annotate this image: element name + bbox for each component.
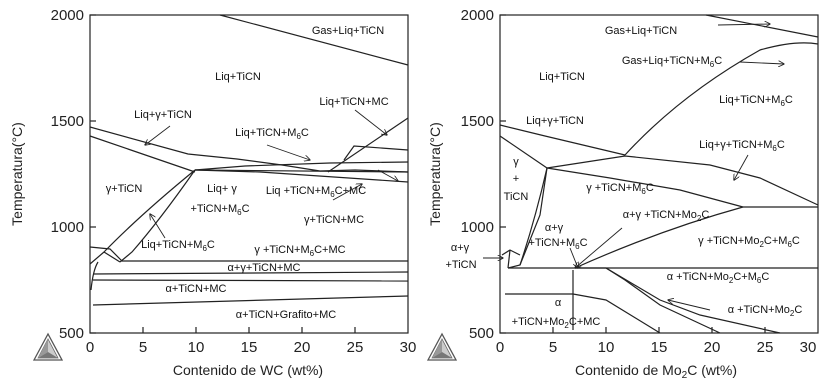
- region-label: α +TiCN+Mo2C+M6C: [667, 271, 770, 285]
- x-tick-label: 5: [549, 339, 557, 356]
- region-label: Gas+Liq+TiCN: [605, 25, 677, 37]
- plot-frame-left: [89, 14, 409, 334]
- region-label: Liq+γ+TiCN: [526, 115, 584, 127]
- region-label: γ +TiCN+Mo2C+M6C: [698, 235, 800, 249]
- y-tick-label: 2000: [51, 7, 84, 24]
- region-label: +TiCN+M6C: [528, 237, 587, 251]
- region-label: Liq+γ+TiCN+M6C: [699, 139, 785, 153]
- x-ticks-right: 0 5 10 15 20 25 30: [496, 327, 817, 356]
- region-label: Liq+ γ: [207, 183, 237, 195]
- region-label: +TiCN+M6C: [190, 203, 249, 217]
- y-ticks-right: 2000 1500 1000 500: [461, 7, 506, 342]
- y-axis-label-left: Temperatura(°C): [9, 122, 25, 226]
- region-label: Liq+TiCN: [215, 71, 261, 83]
- y-tick-label: 1500: [51, 113, 84, 130]
- y-ticks-left: 2000 1500 1000 500: [51, 7, 96, 342]
- x-tick-label: 15: [651, 339, 668, 356]
- thermocalc-logo-icon: [426, 332, 458, 361]
- region-label: Liq+TiCN+M6C: [235, 127, 309, 141]
- region-label: Liq+TiCN+MC: [319, 96, 388, 108]
- diagram-wc: 2000 1500 1000 500 0 5 10 15 20 25 30 Co…: [9, 7, 416, 378]
- x-tick-label: 10: [598, 339, 615, 356]
- region-label: Liq+TiCN+M6C: [141, 239, 215, 253]
- region-label: Gas+Liq+TiCN+M6C: [622, 55, 722, 69]
- region-label: Liq+TiCN: [539, 71, 585, 83]
- x-ticks-left: 0 5 10 15 20 25 30: [86, 327, 417, 356]
- y-tick-label: 1000: [51, 219, 84, 236]
- y-tick-label: 500: [59, 325, 84, 342]
- y-tick-label: 1000: [461, 219, 494, 236]
- region-label: α+γ +TiCN+Mo2C: [623, 209, 710, 223]
- x-tick-label: 0: [86, 339, 94, 356]
- region-label: γ +TiCN+M6C: [586, 182, 654, 196]
- diagram-mo2c: 2000 1500 1000 500 0 5 10 15 20 25 30 Co…: [426, 7, 819, 381]
- region-label: α+γ: [451, 242, 470, 254]
- y-tick-label: 1500: [461, 113, 494, 130]
- arrows-left: [145, 109, 398, 239]
- x-tick-label: 20: [704, 339, 721, 356]
- region-label: α+γ+TiCN+MC: [228, 262, 301, 274]
- x-tick-label: 0: [496, 339, 504, 356]
- region-label: α: [555, 297, 562, 309]
- region-label: TiCN: [504, 191, 529, 203]
- x-tick-label: 15: [241, 339, 258, 356]
- region-labels-right: Gas+Liq+TiCN Gas+Liq+TiCN+M6C Liq+TiCN L…: [445, 25, 802, 330]
- region-label: +TiCN+Mo2C+MC: [512, 316, 601, 330]
- x-tick-label: 5: [139, 339, 147, 356]
- region-label: +TiCN: [445, 259, 476, 271]
- x-tick-label: 25: [757, 339, 774, 356]
- y-tick-label: 500: [469, 325, 494, 342]
- x-tick-label: 10: [188, 339, 205, 356]
- phase-boundaries-left: [89, 14, 409, 306]
- y-tick-label: 2000: [461, 7, 494, 24]
- region-label: +: [513, 173, 519, 185]
- region-labels-left: Gas+Liq+TiCN Liq+TiCN Liq+γ+TiCN Liq+TiC…: [106, 25, 389, 321]
- thermocalc-logo-icon: [32, 332, 64, 361]
- x-tick-label: 30: [800, 339, 817, 356]
- region-label: Liq+TiCN+M6C: [719, 94, 793, 108]
- x-tick-label: 30: [400, 339, 417, 356]
- x-axis-label-left: Contenido de WC (wt%): [173, 362, 323, 378]
- region-label: γ +TiCN+M6C+MC: [254, 244, 345, 258]
- region-label: γ+TiCN: [106, 183, 143, 195]
- region-label: α+TiCN+Grafito+MC: [236, 309, 336, 321]
- x-tick-label: 25: [347, 339, 364, 356]
- arrows-right: [483, 24, 784, 311]
- x-axis-label-right: Contenido de Mo2C (wt%): [575, 362, 737, 381]
- region-label: α+γ: [545, 222, 564, 234]
- region-label: Liq +TiCN+M6C+MC: [266, 185, 366, 199]
- region-label: α +TiCN+Mo2C: [728, 304, 803, 318]
- y-axis-label-right: Temperatura(°C): [427, 122, 443, 226]
- x-tick-label: 20: [294, 339, 311, 356]
- region-label: Gas+Liq+TiCN: [312, 25, 384, 37]
- region-label: α+TiCN+MC: [166, 283, 227, 295]
- region-label: Liq+γ+TiCN: [134, 109, 192, 121]
- region-label: γ: [513, 156, 519, 168]
- region-label: γ+TiCN+MC: [304, 214, 364, 226]
